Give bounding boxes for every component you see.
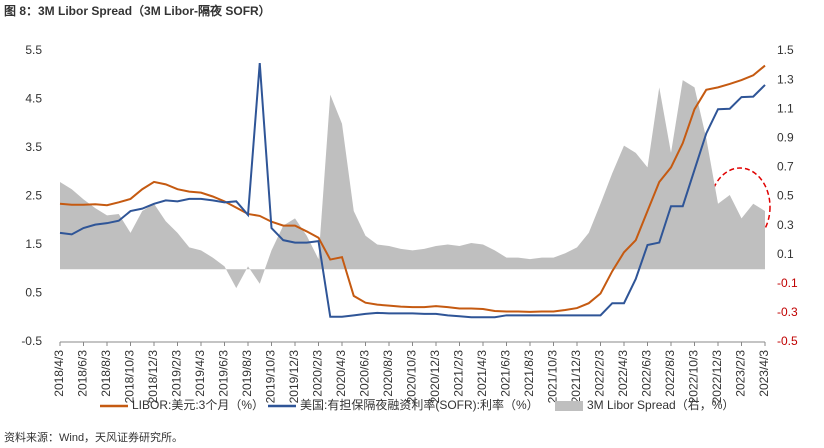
x-tick-label: 2021/10/3 [546,350,560,404]
chart-title: 图 8：3M Libor Spread（3M Libor-隔夜 SOFR） [4,3,271,18]
legend-label: 美国:有担保隔夜融资利率(SOFR):利率（%） [300,397,539,412]
y-tick-label: 5.5 [25,43,42,57]
y2-tick-label: 0.5 [777,189,794,203]
x-tick-label: 2018/6/3 [76,350,90,397]
x-tick-label: 2018/4/3 [52,350,66,397]
x-tick-label: 2020/6/3 [358,350,372,397]
y-tick-label: 1.5 [25,237,42,251]
y2-tick-label: -0.3 [777,305,798,319]
x-tick-label: 2018/8/3 [99,350,113,397]
x-tick-label: 2019/8/3 [240,350,254,397]
x-tick-label: 2021/12/3 [569,350,583,404]
x-tick-label: 2023/2/3 [734,350,748,397]
x-tick-label: 2018/12/3 [146,350,160,404]
x-tick-label: 2022/4/3 [616,350,630,397]
source: 资料来源：Wind，天风证券研究所。 [4,430,183,444]
y-tick-label: 4.5 [25,92,42,106]
legend-label: LIBOR:美元:3个月（%） [132,398,264,412]
x-tick-label: 2019/12/3 [287,350,301,404]
x-tick-label: 2022/10/3 [687,350,701,404]
spread-area [60,80,765,289]
y2-tick-label: 0.9 [777,130,794,144]
y2-tick-label: 1.3 [777,72,794,86]
rate-line [59,64,766,313]
x-tick-label: 2022/8/3 [663,350,677,397]
x-tick-label: 2020/10/3 [405,350,419,404]
x-tick-label: 2022/12/3 [710,350,724,404]
x-tick-label: 2021/6/3 [499,350,513,397]
x-tick-label: 2021/4/3 [475,350,489,397]
x-tick-label: 2021/8/3 [522,350,536,397]
legend-swatch [555,401,583,411]
y2-tick-label: 0.3 [777,218,794,232]
y-tick-label: 3.5 [25,140,42,154]
y2-tick-label: 1.5 [777,43,794,57]
x-tick-label: 2019/6/3 [217,350,231,397]
legend-label: 3M Libor Spread（右，%） [587,397,734,412]
x-tick-label: 2018/10/3 [123,350,137,404]
x-tick-label: 2020/12/3 [428,350,442,404]
y2-tick-label: 0.1 [777,247,794,261]
y-tick-label: -0.5 [21,334,42,348]
x-tick-label: 2019/4/3 [193,350,207,397]
x-tick-label: 2019/2/3 [170,350,184,397]
rate-line [59,63,766,319]
x-tick-label: 2020/8/3 [381,350,395,397]
x-tick-label: 2020/2/3 [311,350,325,397]
y-tick-label: 2.5 [25,189,42,203]
y2-tick-label: -0.1 [777,276,798,290]
x-tick-label: 2022/6/3 [640,350,654,397]
y2-tick-label: 0.7 [777,160,794,174]
x-tick-label: 2022/2/3 [593,350,607,397]
y-tick-label: 0.5 [25,286,42,300]
y2-tick-label: -0.5 [777,334,798,348]
x-tick-label: 2023/4/3 [757,350,771,397]
x-tick-label: 2020/4/3 [334,350,348,397]
y2-tick-label: 1.1 [777,101,794,115]
x-tick-label: 2021/2/3 [452,350,466,397]
x-tick-label: 2019/10/3 [264,350,278,404]
